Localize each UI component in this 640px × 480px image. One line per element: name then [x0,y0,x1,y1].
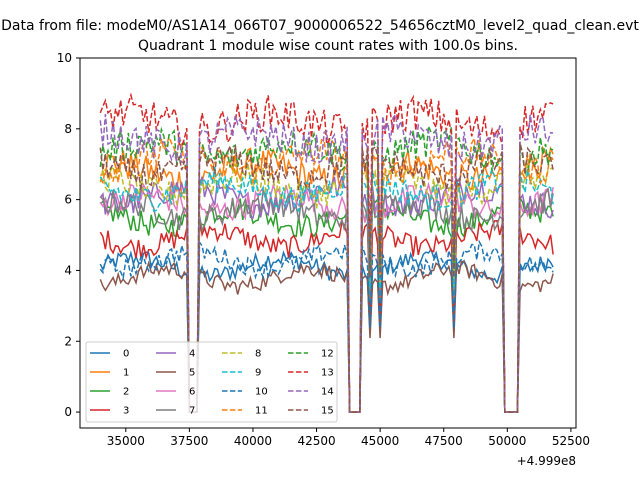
legend-label-1: 1 [123,368,129,379]
series-lines [99,92,554,413]
x-tick-label: 37500 [170,434,208,448]
legend-label-3: 3 [123,406,129,417]
y-tick-label: 2 [64,334,72,348]
series-line-5 [99,260,554,413]
y-axis: 0 2 4 6 8 10 [57,51,80,419]
legend-label-14: 14 [321,387,334,398]
series-line-3 [99,219,554,413]
legend-frame [85,341,338,423]
x-tick-label: 40000 [234,434,272,448]
x-tick-label: 52500 [552,434,590,448]
y-tick-label: 6 [64,193,72,207]
series-line-15 [99,144,554,413]
legend-label-7: 7 [189,406,195,417]
plot-frame [79,57,577,429]
legend-label-13: 13 [321,368,334,379]
legend-label-15: 15 [321,406,334,417]
legend-label-9: 9 [255,368,261,379]
series-line-9 [99,166,554,413]
x-offset-label: +4.999e8 [517,454,576,468]
legend-label-12: 12 [321,349,334,360]
legend-label-6: 6 [189,387,195,398]
series-line-13 [99,92,554,413]
x-tick-label: 50000 [488,434,526,448]
series-line-12 [99,125,554,413]
y-tick-label: 0 [64,405,72,419]
y-tick-label: 8 [64,122,72,136]
x-tick-label: 47500 [425,434,463,448]
x-axis: 35000 37500 40000 42500 45000 47500 50000 52500 [107,428,590,448]
legend-label-5: 5 [189,368,195,379]
figure-suptitle: Data from file: modeM0/AS1A14_066T07_900… [1,18,639,34]
x-tick-label: 42500 [297,434,335,448]
series-line-7 [99,187,554,413]
legend-label-11: 11 [255,406,268,417]
legend-label-8: 8 [255,349,261,360]
legend-label-10: 10 [255,387,268,398]
y-tick-label: 4 [64,263,72,277]
legend-label-2: 2 [123,387,129,398]
x-tick-label: 45000 [361,434,399,448]
series-line-10 [99,239,554,413]
legend-label-0: 0 [123,349,129,360]
chart-title: Quadrant 1 module wise count rates with … [138,38,518,54]
legend-label-4: 4 [189,349,195,360]
series-line-14 [99,112,554,413]
y-tick-label: 10 [57,51,72,65]
x-tick-label: 35000 [107,434,145,448]
series-line-0 [99,247,554,413]
